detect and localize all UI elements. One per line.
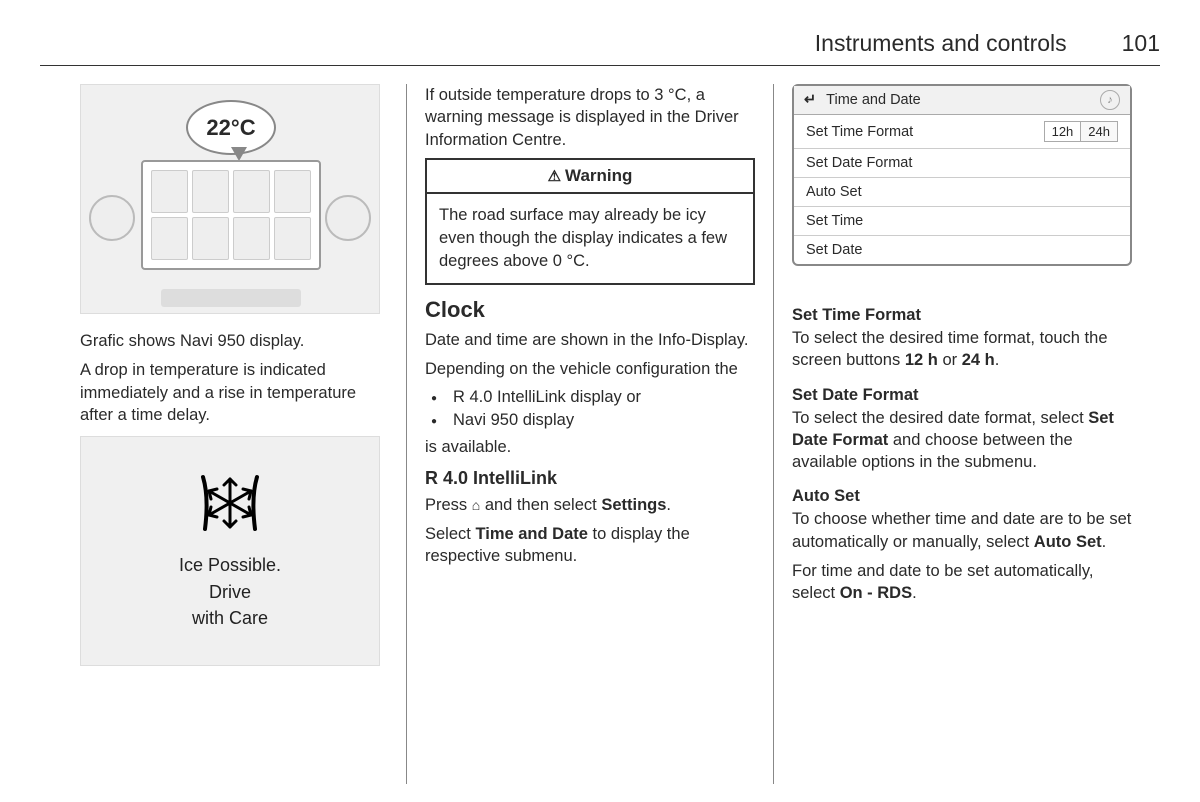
menu-header: ↵ Time and Date ♪ — [794, 86, 1130, 115]
ice-warning-figure: Ice Possible. Drive with Care — [80, 436, 380, 666]
text-run: To select the desired date format, selec… — [792, 409, 1088, 427]
label-on-rds: On - RDS — [840, 584, 912, 602]
warning-body: The road surface may already be icy even… — [427, 194, 753, 283]
menu-row: Set Time — [794, 207, 1130, 236]
body-text: Date and time are shown in the Info-Disp… — [425, 329, 755, 351]
heading-clock: Clock — [425, 297, 755, 323]
heading-set-time-format: Set Time Format — [792, 306, 1132, 325]
figure-caption: Grafic shows Navi 950 display. — [80, 330, 388, 352]
time-date-label: Time and Date — [475, 525, 587, 543]
label-auto-set: Auto Set — [1034, 533, 1102, 551]
music-icon: ♪ — [1100, 90, 1120, 110]
heading-auto-set: Auto Set — [792, 487, 1132, 506]
menu-row: Set Time Format 12h24h — [794, 115, 1130, 149]
body-text: For time and date to be set automaticall… — [792, 560, 1132, 605]
body-text: To select the desired date format, selec… — [792, 407, 1132, 474]
text-run: or — [938, 351, 962, 369]
content-columns: 22°C Grafic shows Navi 950 display. A dr… — [40, 84, 1160, 784]
menu-row: Auto Set — [794, 178, 1130, 207]
text-run: . — [912, 584, 917, 602]
label-12h: 12 h — [905, 351, 938, 369]
text-run: . — [995, 351, 1000, 369]
text-run: Select — [425, 525, 475, 543]
ice-line-2: Drive — [209, 579, 251, 605]
body-text: If outside temperature drops to 3 °C, a … — [425, 84, 755, 151]
body-text: is available. — [425, 436, 755, 458]
body-text: Depending on the vehicle configuration t… — [425, 358, 755, 380]
callout-pointer-icon — [231, 147, 247, 161]
text-run: Press — [425, 496, 472, 514]
back-icon: ↵ — [804, 92, 816, 108]
menu-item-label: Set Date Format — [806, 155, 912, 171]
body-text: Press ⌂ and then select Settings. — [425, 494, 755, 516]
page-header: Instruments and controls 101 — [40, 30, 1160, 66]
menu-row: Set Date — [794, 236, 1130, 264]
ice-line-1: Ice Possible. — [179, 552, 281, 578]
knob-icon — [89, 195, 135, 241]
menu-item-label: Auto Set — [806, 184, 862, 200]
heading-set-date-format: Set Date Format — [792, 386, 1132, 405]
warning-title: Warning — [565, 166, 632, 185]
bullet-list: R 4.0 IntelliLink display or Navi 950 di… — [425, 388, 755, 430]
menu-item-label: Set Time — [806, 213, 863, 229]
page-number: 101 — [1122, 30, 1160, 57]
menu-item-label: Set Date — [806, 242, 862, 258]
warning-heading: ⚠Warning — [427, 160, 753, 194]
text-run: . — [1102, 533, 1107, 551]
column-2: If outside temperature drops to 3 °C, a … — [407, 84, 774, 784]
settings-label: Settings — [601, 496, 666, 514]
body-text: To select the desired time format, touch… — [792, 327, 1132, 372]
menu-title: Time and Date — [826, 92, 921, 108]
section-title: Instruments and controls — [815, 30, 1067, 57]
warning-box: ⚠Warning The road surface may already be… — [425, 158, 755, 285]
text-run: For time and date to be set automaticall… — [792, 562, 1093, 602]
body-text: A drop in temperature is indicated immed… — [80, 359, 388, 426]
panel-controls-icon — [161, 289, 301, 307]
time-format-toggle: 12h24h — [1044, 121, 1118, 142]
column-3: ↵ Time and Date ♪ Set Time Format 12h24h… — [774, 84, 1160, 784]
navi-display-figure: 22°C — [80, 84, 380, 314]
home-icon: ⌂ — [472, 496, 480, 515]
list-item: Navi 950 display — [425, 411, 755, 430]
snowflake-icon — [197, 471, 263, 540]
column-1: 22°C Grafic shows Navi 950 display. A dr… — [40, 84, 407, 784]
list-item: R 4.0 IntelliLink display or — [425, 388, 755, 407]
body-text: To choose whether time and date are to b… — [792, 508, 1132, 553]
heading-r40: R 4.0 IntelliLink — [425, 468, 755, 489]
body-text: Select Time and Date to display the resp… — [425, 523, 755, 568]
toggle-12h: 12h — [1044, 121, 1081, 142]
menu-row: Set Date Format — [794, 149, 1130, 178]
warning-triangle-icon: ⚠ — [548, 168, 561, 185]
toggle-24h: 24h — [1080, 121, 1118, 142]
text-run: and then select — [480, 496, 601, 514]
time-date-menu-figure: ↵ Time and Date ♪ Set Time Format 12h24h… — [792, 84, 1132, 266]
screen-grid — [141, 160, 321, 270]
ice-line-3: with Care — [192, 605, 268, 631]
text-run: . — [666, 496, 671, 514]
knob-icon — [325, 195, 371, 241]
menu-item-label: Set Time Format — [806, 124, 913, 140]
label-24h: 24 h — [962, 351, 995, 369]
